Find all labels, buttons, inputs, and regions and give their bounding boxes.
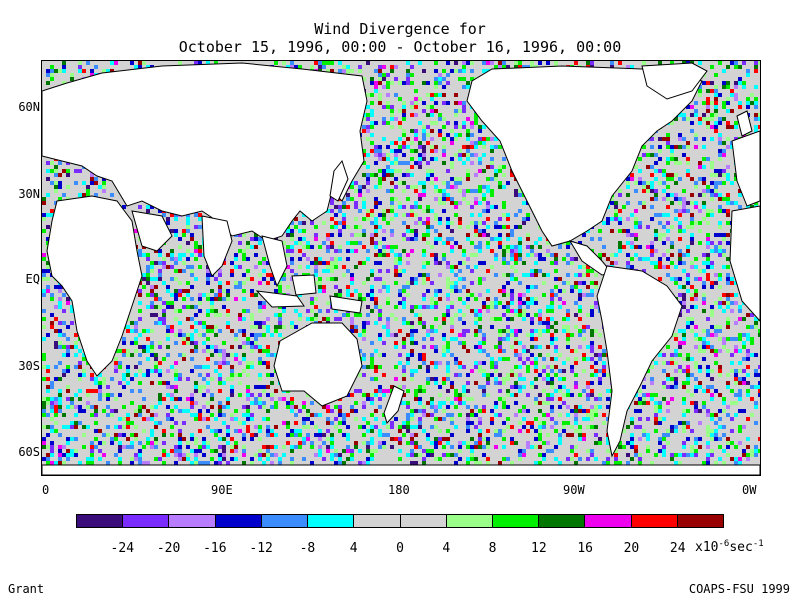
land-borneo bbox=[291, 274, 317, 296]
units-base: x10 bbox=[695, 540, 719, 555]
legend-label: -20 bbox=[156, 541, 181, 556]
land-south-america bbox=[596, 265, 683, 458]
legend-swatch bbox=[446, 515, 493, 527]
legend-swatch bbox=[631, 515, 678, 527]
lat-label-30n: 30N bbox=[18, 187, 40, 201]
land-indonesia bbox=[255, 290, 305, 308]
legend-label: 16 bbox=[577, 541, 593, 556]
land-se-asia bbox=[261, 235, 288, 288]
legend-swatch bbox=[539, 515, 586, 527]
lat-label-60s: 60S bbox=[18, 445, 40, 459]
legend-swatch bbox=[308, 515, 355, 527]
lon-label-90w: 90W bbox=[563, 483, 585, 497]
land-antarctica bbox=[42, 464, 760, 475]
legend-label: -16 bbox=[203, 541, 227, 556]
units-tail: sec bbox=[729, 540, 753, 555]
legend-label: 24 bbox=[669, 541, 686, 556]
lon-label-90e: 90E bbox=[211, 483, 233, 497]
legend-label: 20 bbox=[623, 541, 640, 556]
legend-label: 8 bbox=[488, 541, 497, 556]
legend-label: 4 bbox=[349, 541, 358, 556]
chart-title: Wind Divergence for bbox=[314, 20, 486, 38]
land-india bbox=[201, 215, 233, 277]
legend-label: 0 bbox=[396, 541, 404, 556]
legend-swatch bbox=[123, 515, 170, 527]
units-exponent: -6 bbox=[718, 539, 730, 549]
legend-swatch bbox=[215, 515, 262, 527]
color-legend-units: x10-6sec-1 bbox=[695, 539, 764, 557]
land-greenland bbox=[641, 62, 708, 100]
map-canvas bbox=[42, 61, 760, 475]
lon-label-0: 0 bbox=[42, 483, 50, 497]
land-europe-west bbox=[731, 130, 760, 207]
legend-swatch bbox=[400, 515, 447, 527]
color-legend bbox=[76, 514, 724, 528]
land-eurasia bbox=[42, 62, 368, 242]
legend-label: 12 bbox=[531, 541, 547, 556]
color-legend-labels: -24 -20 -16 -12 -8 4 0 4 8 12 16 20 24 bbox=[0, 541, 800, 559]
legend-swatch bbox=[261, 515, 309, 527]
legend-label: -24 bbox=[110, 541, 135, 556]
lat-label-eq: EQ bbox=[25, 272, 40, 286]
land-africa bbox=[46, 195, 143, 377]
author-credit: Grant bbox=[8, 582, 45, 596]
chart-subtitle-date-range: October 15, 1996, 00:00 - October 16, 19… bbox=[178, 38, 622, 56]
land-new-zealand bbox=[383, 385, 405, 424]
legend-label: -8 bbox=[299, 541, 316, 556]
legend-label: -12 bbox=[249, 541, 273, 556]
lon-label-0w: 0W bbox=[742, 483, 757, 497]
legend-swatch bbox=[77, 515, 124, 527]
land-japan bbox=[329, 159, 349, 202]
land-masses bbox=[42, 62, 760, 475]
legend-swatch bbox=[169, 515, 216, 527]
land-australia bbox=[273, 322, 363, 407]
map-panel bbox=[41, 60, 761, 476]
land-arabia bbox=[131, 210, 173, 252]
organization-credit: COAPS-FSU 1999 bbox=[688, 582, 790, 596]
legend-label: 4 bbox=[442, 541, 451, 556]
legend-swatch bbox=[354, 515, 401, 527]
legend-swatch bbox=[585, 515, 632, 527]
lat-label-30s: 30S bbox=[18, 359, 40, 373]
legend-swatch bbox=[677, 515, 724, 527]
land-britain bbox=[736, 110, 753, 137]
land-africa-west bbox=[729, 205, 760, 322]
lat-label-60n: 60N bbox=[18, 100, 40, 114]
land-new-guinea bbox=[329, 295, 363, 314]
lon-label-180: 180 bbox=[388, 483, 410, 497]
units-tail-exponent: -1 bbox=[752, 539, 764, 549]
legend-swatch bbox=[492, 515, 540, 527]
